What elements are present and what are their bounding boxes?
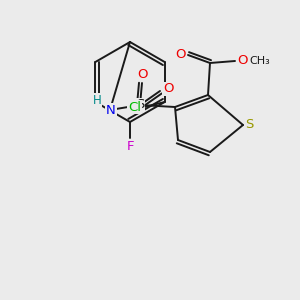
Text: O: O [137, 68, 147, 80]
Text: CH₃: CH₃ [250, 56, 270, 66]
Text: Cl: Cl [128, 100, 141, 113]
Text: S: S [136, 98, 144, 112]
Text: N: N [106, 103, 116, 116]
Text: H: H [93, 94, 101, 106]
Text: O: O [237, 55, 247, 68]
Text: F: F [126, 140, 134, 152]
Text: O: O [176, 47, 186, 61]
Text: S: S [245, 118, 253, 131]
Text: O: O [163, 82, 173, 95]
